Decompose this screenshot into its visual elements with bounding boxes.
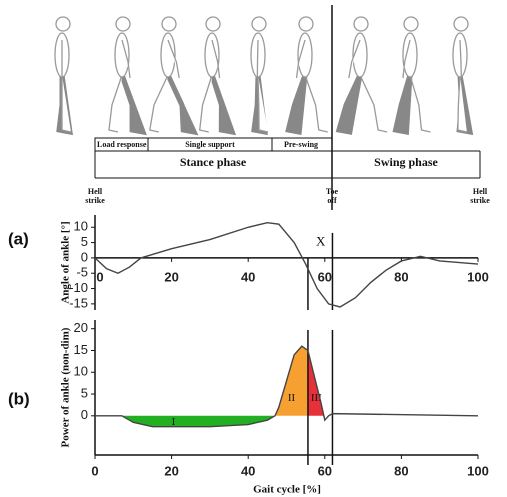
walker-leg — [409, 74, 431, 133]
walker-head — [205, 16, 221, 32]
walker — [198, 16, 237, 136]
region — [121, 415, 276, 427]
region-label: III — [311, 392, 322, 404]
walker — [392, 16, 431, 135]
walker-body — [402, 32, 418, 78]
walker-leg — [257, 74, 269, 133]
x-tick-label: 80 — [394, 269, 408, 284]
walker-arm — [402, 39, 411, 79]
x-tick-label: 20 — [164, 269, 178, 284]
y-tick-label: -10 — [69, 280, 88, 295]
y-tick-label: 5 — [81, 234, 88, 249]
walker-leg — [149, 74, 169, 133]
phase-label: Load response — [97, 140, 147, 149]
walker-arm — [167, 39, 180, 79]
walker — [285, 16, 328, 135]
stance-label: Stance phase — [180, 155, 247, 169]
walker-arm — [121, 39, 131, 79]
walker-leg — [457, 74, 468, 133]
y-tick-label: 0 — [81, 407, 88, 422]
walker-head — [55, 16, 71, 32]
y-tick-label: 10 — [74, 364, 88, 379]
panel-label: (b) — [8, 389, 30, 408]
walker-leg — [198, 74, 213, 133]
walker-body — [204, 32, 220, 78]
walker-leg — [392, 74, 413, 135]
walker-body — [114, 32, 130, 78]
walker-leg — [285, 74, 308, 135]
walker-leg — [61, 75, 72, 133]
x-tick-label: 100 — [467, 269, 489, 284]
phase-boxes — [94, 137, 481, 179]
event-label: off — [327, 196, 337, 205]
walker-head — [161, 16, 177, 32]
walker-leg — [119, 74, 147, 136]
walker — [250, 16, 269, 136]
event-label: Hell — [88, 187, 103, 196]
walker — [335, 16, 388, 135]
y-tick-label: 20 — [74, 320, 88, 335]
walker — [452, 16, 474, 136]
walker-arm — [256, 39, 259, 79]
walker-arm — [295, 39, 306, 79]
series-line — [95, 345, 479, 428]
walker-leg — [165, 73, 199, 136]
x-tick-label: 60 — [318, 269, 332, 284]
annotation: X — [316, 234, 326, 249]
x-tick-label: 0 — [96, 269, 103, 284]
x-axis-label: Gait cycle [%] — [253, 484, 321, 496]
region — [275, 346, 308, 416]
walker-arm — [348, 39, 361, 79]
x-tick-label: 100 — [467, 463, 489, 478]
panel-label: (a) — [8, 229, 29, 248]
x-tick-label: 60 — [318, 463, 332, 478]
event-label: strike — [470, 196, 490, 205]
y-axis-label: Power of ankle (non-dim) — [60, 327, 72, 447]
event-label: Hell — [473, 187, 488, 196]
walker-leg — [209, 74, 237, 136]
walker-head — [403, 16, 419, 32]
y-tick-label: -5 — [76, 265, 88, 280]
walker-head — [115, 16, 131, 32]
walker — [108, 16, 147, 136]
walker-leg — [108, 74, 123, 133]
y-tick-label: 5 — [81, 385, 88, 400]
walker-body — [160, 32, 176, 78]
walker — [54, 16, 73, 136]
event-label: strike — [85, 196, 105, 205]
y-tick-label: 15 — [74, 342, 88, 357]
y-tick-label: -15 — [69, 295, 88, 310]
walker-head — [251, 16, 267, 32]
walking-figures — [54, 16, 474, 136]
phase-label: Pre-swing — [284, 140, 318, 149]
region-label: II — [288, 392, 296, 404]
phase-label: Single support — [185, 140, 235, 149]
walker-body — [352, 32, 368, 78]
swing-label: Swing phase — [374, 155, 438, 169]
walker-leg — [359, 74, 388, 133]
walker-head — [453, 16, 469, 32]
walker-arm — [459, 39, 462, 79]
x-tick-label: 20 — [164, 463, 178, 478]
walker-body — [297, 32, 313, 78]
walker-head — [353, 16, 369, 32]
y-tick-label: 10 — [74, 219, 88, 234]
walker-head — [298, 16, 314, 32]
region-label: I — [172, 416, 176, 428]
walker-arm — [211, 39, 221, 79]
x-tick-label: 40 — [241, 269, 255, 284]
y-tick-label: 0 — [81, 249, 88, 264]
x-tick-label: 0 — [91, 463, 98, 478]
x-tick-label: 80 — [394, 463, 408, 478]
series-line — [94, 221, 479, 308]
event-label: Toe — [326, 187, 339, 196]
x-tick-label: 40 — [241, 463, 255, 478]
walker — [149, 16, 199, 136]
y-axis-label: Angle of ankle [°] — [60, 221, 72, 303]
walker-leg — [335, 73, 363, 135]
walker-body — [452, 32, 468, 78]
walker-leg — [304, 74, 328, 133]
